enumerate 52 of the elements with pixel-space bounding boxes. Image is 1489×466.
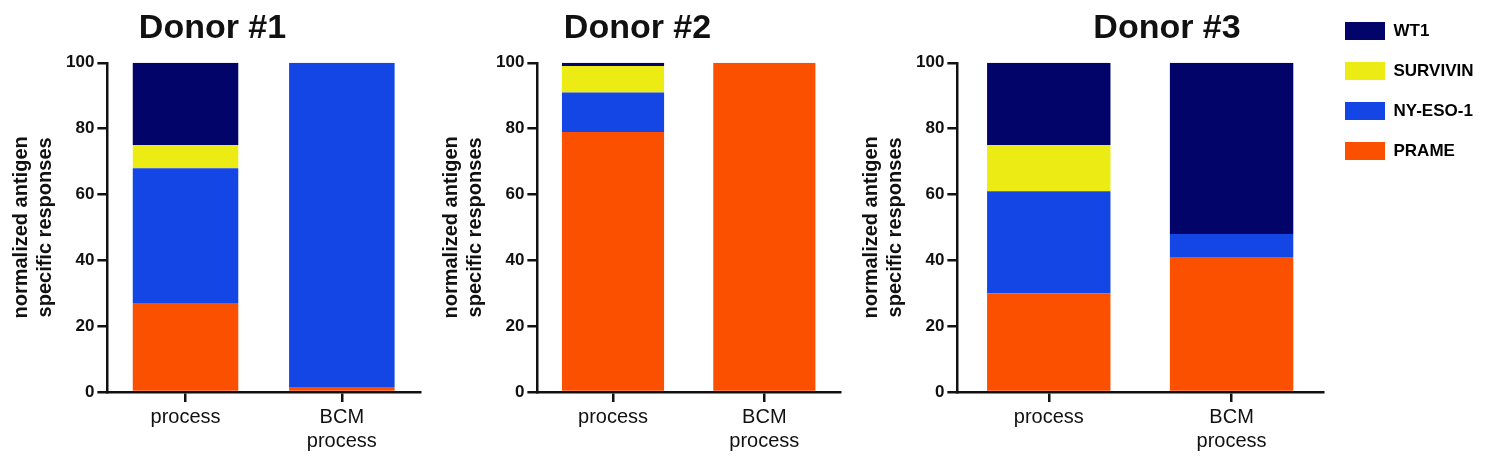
y-tick-label: 100 xyxy=(65,52,95,72)
bar xyxy=(289,62,395,388)
y-tick-label: 20 xyxy=(75,315,95,335)
bar xyxy=(561,92,665,132)
bar xyxy=(987,62,1111,146)
bar xyxy=(987,145,1111,192)
y-tick-label: 60 xyxy=(505,184,525,204)
bar xyxy=(1169,233,1294,258)
bar xyxy=(132,168,239,304)
x-tick-label: BCM process xyxy=(1196,404,1267,451)
y-tick-label: 80 xyxy=(75,118,95,138)
chart-title: Donor #2 xyxy=(563,6,712,45)
x-tick-label: process xyxy=(150,404,221,427)
y-tick-label: 80 xyxy=(925,118,945,138)
y-tick-label: 40 xyxy=(505,250,525,270)
bar xyxy=(1169,62,1294,234)
legend-label: WT1 xyxy=(1393,20,1430,40)
bar xyxy=(987,293,1111,391)
y-tick-label: 100 xyxy=(915,52,945,72)
y-tick-label: 0 xyxy=(514,381,525,401)
y-tick-label: 100 xyxy=(495,52,525,72)
bar xyxy=(132,303,239,391)
chart-title: Donor #3 xyxy=(1093,6,1241,45)
bar xyxy=(1169,257,1294,391)
bar xyxy=(713,62,816,391)
bar xyxy=(561,62,665,67)
y-tick-label: 20 xyxy=(505,315,525,335)
bar xyxy=(132,62,239,146)
bar xyxy=(289,387,395,391)
y-tick-label: 40 xyxy=(925,250,945,270)
legend-label: PRAME xyxy=(1393,140,1455,160)
x-tick-label: BCM process xyxy=(306,404,377,451)
x-tick-label: BCM process xyxy=(729,404,800,451)
y-tick-label: 80 xyxy=(505,118,525,138)
legend-label: SURVIVIN xyxy=(1393,60,1474,80)
y-axis-title: normalized antigen specific responses xyxy=(858,136,905,319)
bar xyxy=(987,191,1111,294)
bar xyxy=(561,66,665,93)
x-tick-label: process xyxy=(1013,404,1084,427)
x-tick-label: process xyxy=(578,404,649,427)
y-tick-label: 60 xyxy=(925,184,945,204)
y-axis-title: normalized antigen specific responses xyxy=(438,136,485,319)
y-tick-label: 0 xyxy=(84,381,95,401)
y-tick-label: 40 xyxy=(75,250,95,270)
y-tick-label: 0 xyxy=(934,381,945,401)
bar xyxy=(561,131,665,391)
legend-label: NY-ESO-1 xyxy=(1393,100,1473,120)
y-tick-label: 60 xyxy=(75,184,95,204)
chart-title: Donor #1 xyxy=(138,6,287,45)
y-tick-label: 20 xyxy=(925,315,945,335)
bar xyxy=(132,145,239,169)
y-axis-title: normalized antigen specific responses xyxy=(8,136,55,319)
